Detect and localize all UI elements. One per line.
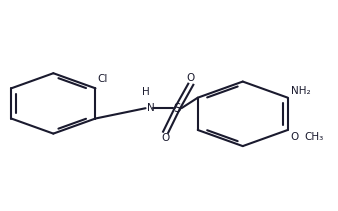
Text: O: O [162,133,170,143]
Text: CH₃: CH₃ [305,132,324,142]
Text: Cl: Cl [97,74,107,84]
Text: O: O [187,73,195,83]
Text: O: O [290,132,299,142]
Text: NH₂: NH₂ [291,86,311,96]
Text: N: N [147,103,155,113]
Text: H: H [142,87,149,97]
Text: S: S [174,102,181,115]
